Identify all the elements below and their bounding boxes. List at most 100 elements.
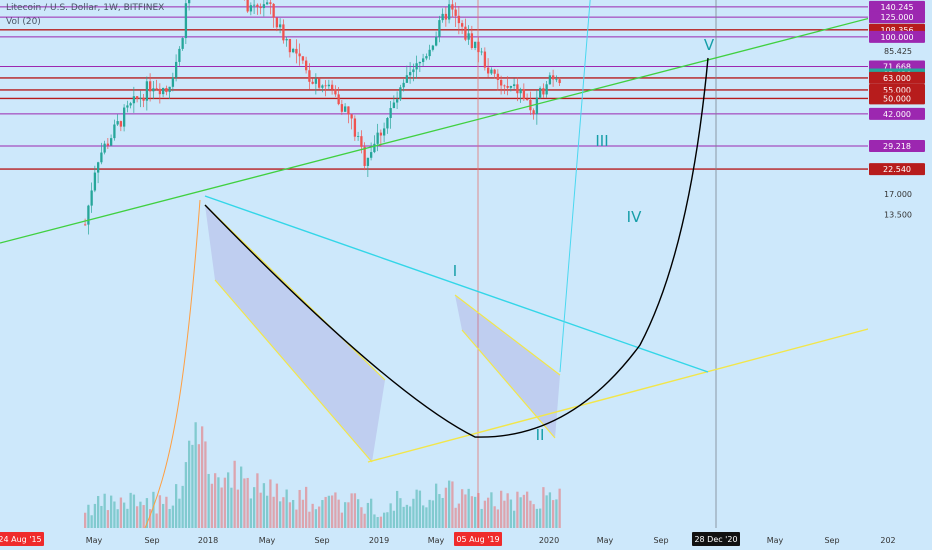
candle-body-121 <box>477 41 480 53</box>
volume-bar-145 <box>555 499 558 528</box>
candle-body-115 <box>457 15 461 24</box>
volume-bar-108 <box>435 483 438 528</box>
y-tick-label-7: 85.425 <box>884 47 912 56</box>
candle-body-139 <box>535 97 539 115</box>
candle-body-58 <box>272 3 275 18</box>
candle-body-89 <box>373 143 376 153</box>
level-badge-label-12: 63.000 <box>883 74 911 83</box>
x-tick-label-15: 202 <box>880 536 895 545</box>
candle-body-57 <box>269 2 272 4</box>
candle-body-69 <box>308 70 311 82</box>
candle-body-27 <box>171 77 175 87</box>
volume-bar-22 <box>155 513 158 528</box>
channel-fill-2018 <box>205 205 385 462</box>
vertical-markers <box>477 0 717 528</box>
volume-bar-66 <box>298 489 301 528</box>
volume-bar-118 <box>467 488 470 528</box>
volume-bar-56 <box>266 495 269 528</box>
volume-bar-121 <box>477 493 480 528</box>
time-axis[interactable]: 17MaySep2018MaySep2019MaySep2020MaySepMa… <box>0 528 932 550</box>
volume-bar-102 <box>415 489 418 528</box>
wave-label-I: I <box>453 262 457 280</box>
candle-body-95 <box>392 102 396 109</box>
candle-body-119 <box>470 33 474 48</box>
channel-upper-2019 <box>454 294 561 376</box>
volume-bar-134 <box>519 497 522 528</box>
volume-bar-87 <box>366 502 370 528</box>
volume-bar-125 <box>490 492 493 528</box>
trend-lines <box>0 1 932 529</box>
volume-bar-16 <box>136 506 139 528</box>
volume-bar-28 <box>175 484 178 528</box>
x-tick-label-9: 2020 <box>539 536 559 545</box>
volume-bar-79 <box>340 512 344 528</box>
volume-bar-44 <box>227 472 230 528</box>
volume-bar-59 <box>275 483 279 528</box>
volume-bar-46 <box>233 460 236 528</box>
candle-body-5 <box>100 152 103 163</box>
candle-body-126 <box>493 69 496 74</box>
candle-body-23 <box>158 88 162 95</box>
x-badge-label-1: 05 Aug '19 <box>456 535 499 544</box>
volume-bar-45 <box>230 487 233 528</box>
volume-bar-27 <box>171 505 175 528</box>
candle-body-132 <box>513 84 516 86</box>
volume-bar-77 <box>334 492 337 528</box>
candle-body-68 <box>305 60 308 71</box>
volume-bar-61 <box>282 497 285 528</box>
candle-body-20 <box>149 81 152 92</box>
candle-body-124 <box>487 67 490 74</box>
volume-bar-106 <box>428 499 431 528</box>
candle-body-102 <box>415 63 418 70</box>
x-tick-label-3: 2018 <box>198 536 218 545</box>
volume-bar-84 <box>357 499 360 528</box>
volume-bar-92 <box>383 512 386 528</box>
candle-body-107 <box>431 45 435 50</box>
volume-bar-91 <box>379 516 383 528</box>
candle-body-22 <box>155 88 158 90</box>
candle-body-142 <box>545 84 548 95</box>
level-badge-9 <box>869 30 925 43</box>
wave-label-II: II <box>536 426 545 444</box>
volume-bar-13 <box>126 508 129 528</box>
candle-body-110 <box>441 13 444 21</box>
volume-bar-75 <box>327 495 331 528</box>
volume-bar-130 <box>506 493 509 528</box>
candle-body-29 <box>178 48 181 62</box>
x-tick-label-1: May <box>86 536 103 545</box>
candle-body-10 <box>116 121 119 125</box>
candle-body-17 <box>139 97 142 99</box>
candle-body-14 <box>129 103 132 106</box>
candle-body-92 <box>383 128 386 136</box>
x-tick-label-10: May <box>597 536 614 545</box>
channel-shapes <box>204 204 561 463</box>
volume-bar-68 <box>305 486 308 528</box>
volume-bar-140 <box>539 508 542 528</box>
level-badge-label-16: 29.218 <box>883 142 911 151</box>
volume-bar-21 <box>152 491 155 528</box>
volume-bar-72 <box>318 506 321 528</box>
volume-bar-35 <box>197 444 201 528</box>
horizontal-levels <box>0 6 868 170</box>
candle-body-140 <box>539 88 542 98</box>
volume-bar-33 <box>191 444 194 528</box>
level-badge-label-13: 55.000 <box>883 86 911 95</box>
candle-body-71 <box>314 78 318 84</box>
volume-bar-143 <box>548 492 552 528</box>
price-axis[interactable]: 2800.0002200.0001700.0001000.000750.0004… <box>868 0 932 528</box>
volume-bar-63 <box>288 502 292 528</box>
volume-bar-1 <box>87 504 90 528</box>
volume-bar-96 <box>396 490 399 528</box>
candle-body-70 <box>311 81 314 84</box>
candle-body-66 <box>298 53 301 57</box>
level-badge-label-17: 22.540 <box>883 165 911 174</box>
x-badge-label-0: 24 Aug '15 <box>0 535 42 544</box>
x-tick-label-5: Sep <box>314 536 329 545</box>
volume-bar-94 <box>389 503 392 528</box>
candle-body-90 <box>376 132 379 144</box>
volume-indicator-label[interactable]: Vol (20) <box>6 17 41 27</box>
volume-bar-23 <box>158 495 162 528</box>
volume-bar-129 <box>503 500 506 528</box>
volume-bar-2 <box>90 515 93 528</box>
